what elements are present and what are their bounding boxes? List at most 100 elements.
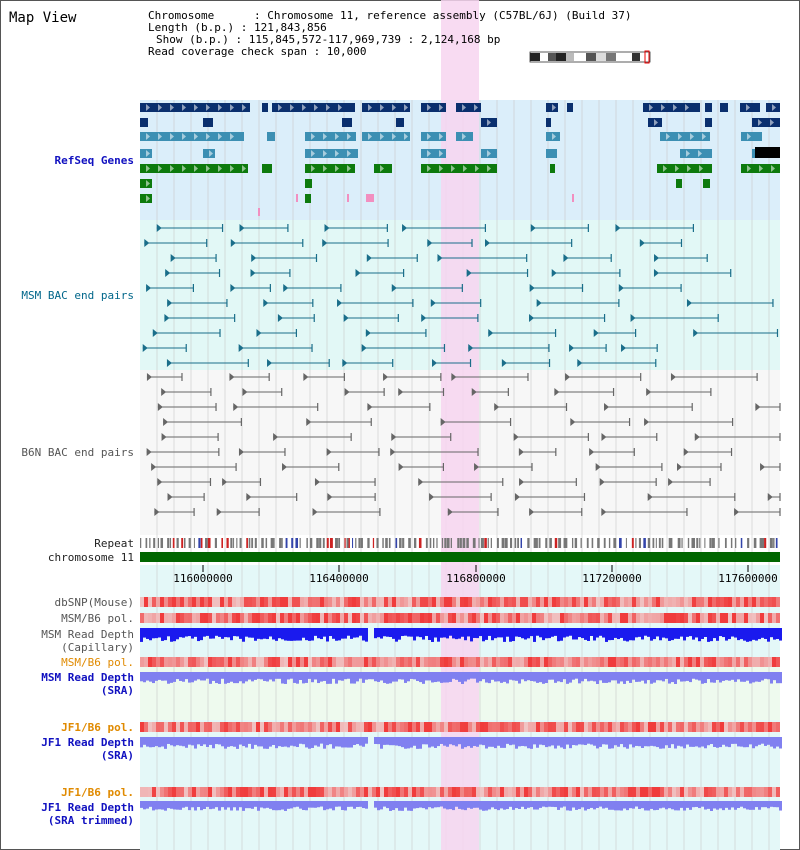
jf1-trim-depth-bar bbox=[299, 801, 302, 809]
jf1-trim-depth-bar bbox=[383, 801, 386, 807]
msm-sra-depth-bar bbox=[554, 672, 557, 683]
jf1-pol-heat bbox=[552, 722, 556, 732]
msm-pol-heat bbox=[504, 613, 508, 623]
dbsnp-heat bbox=[464, 597, 468, 607]
msm-pol-heat bbox=[656, 613, 660, 623]
jf1-pol-heat bbox=[188, 787, 192, 797]
jf1-sra-depth-bar bbox=[200, 737, 203, 746]
jf1-sra-depth-bar bbox=[674, 737, 677, 749]
track-label-b6n-bac[interactable]: B6N BAC end pairs bbox=[21, 446, 134, 459]
jf1-pol-heat bbox=[304, 787, 308, 797]
jf1-pol-heat bbox=[524, 787, 528, 797]
track-label-jf1-depth-sra-sub: (SRA) bbox=[100, 749, 134, 762]
jf1-pol-heat bbox=[432, 722, 436, 732]
jf1-pol-heat bbox=[232, 722, 236, 732]
msm-bac-pair-end bbox=[485, 239, 491, 247]
jf1-trim-depth-bar bbox=[665, 801, 668, 810]
msm-cap-depth-bar bbox=[491, 628, 494, 641]
msm-sra-depth-bar bbox=[632, 672, 635, 680]
jf1-pol-heat bbox=[184, 787, 188, 797]
jf1-pol-heat bbox=[608, 722, 612, 732]
jf1-trim-depth-bar bbox=[452, 801, 455, 811]
jf1-trim-depth-bar bbox=[293, 801, 296, 808]
msm-bac-pair-end bbox=[618, 284, 624, 292]
track-label-jf1-b6-pol-2[interactable]: JF1/B6 pol. bbox=[61, 786, 134, 799]
jf1-pol-heat bbox=[696, 787, 700, 797]
track-label-msm-bac[interactable]: MSM BAC end pairs bbox=[21, 289, 134, 302]
gene-strand-arrow bbox=[182, 165, 186, 172]
jf1-sra-depth-bar bbox=[209, 737, 212, 745]
jf1-trim-depth-bar bbox=[443, 801, 446, 809]
msm-pol-heat bbox=[772, 657, 776, 667]
repeat-element bbox=[517, 538, 519, 548]
track-label-refseq[interactable]: RefSeq Genes bbox=[54, 154, 134, 167]
repeat-element bbox=[730, 538, 733, 548]
msm-pol-heat bbox=[400, 657, 404, 667]
msm-pol-heat bbox=[216, 613, 220, 623]
jf1-trim-depth-bar bbox=[413, 801, 416, 809]
jf1-pol-heat bbox=[636, 787, 640, 797]
msm-cap-depth-bar bbox=[737, 628, 740, 641]
jf1-trim-depth-bar bbox=[275, 801, 278, 811]
jf1-pol-heat bbox=[280, 722, 284, 732]
jf1-sra-depth-bar bbox=[383, 737, 386, 745]
jf1-sra-depth-bar bbox=[698, 737, 701, 748]
msm-pol-heat bbox=[544, 657, 548, 667]
jf1-trim-depth-bar bbox=[272, 801, 275, 811]
b6n-bac-pair-end bbox=[494, 403, 500, 411]
jf1-sra-depth-bar bbox=[653, 737, 656, 747]
ideogram-band bbox=[574, 53, 586, 61]
jf1-trim-depth-bar bbox=[746, 801, 749, 810]
jf1-pol-heat bbox=[584, 722, 588, 732]
msm-cap-depth-bar bbox=[170, 628, 173, 642]
track-label-repeat[interactable]: Repeat bbox=[94, 537, 134, 550]
jf1-pol-heat bbox=[444, 722, 448, 732]
track-label-msm-depth-sra[interactable]: MSM Read Depth bbox=[41, 671, 134, 684]
msm-sra-depth-bar bbox=[152, 672, 155, 684]
dbsnp-heat bbox=[588, 597, 592, 607]
msm-sra-depth-bar bbox=[710, 672, 713, 683]
repeat-element bbox=[254, 538, 257, 548]
dbsnp-heat bbox=[596, 597, 600, 607]
msm-pol-heat bbox=[292, 657, 296, 667]
msm-pol-heat bbox=[740, 657, 744, 667]
dbsnp-heat bbox=[356, 597, 360, 607]
jf1-sra-depth-bar bbox=[344, 737, 347, 748]
track-label-jf1-b6-pol-1[interactable]: JF1/B6 pol. bbox=[61, 721, 134, 734]
jf1-trim-depth-bar bbox=[200, 801, 203, 811]
msm-bac-pair-end bbox=[230, 284, 236, 292]
track-label-jf1-depth-trim[interactable]: JF1 Read Depth bbox=[41, 801, 134, 814]
msm-sra-depth-bar bbox=[557, 672, 560, 682]
msm-pol-heat bbox=[192, 613, 196, 623]
jf1-sra-depth-bar bbox=[623, 737, 626, 748]
msm-cap-depth-bar bbox=[188, 628, 191, 637]
track-label-jf1-depth-sra[interactable]: JF1 Read Depth bbox=[41, 736, 134, 749]
track-label-msm-b6-pol-2[interactable]: MSM/B6 pol. bbox=[61, 656, 134, 669]
jf1-pol-heat bbox=[564, 787, 568, 797]
jf1-sra-depth-bar bbox=[479, 737, 482, 745]
jf1-trim-depth-bar bbox=[398, 801, 401, 811]
jf1-trim-depth-bar bbox=[374, 801, 377, 808]
track-label-dbsnp[interactable]: dbSNP(Mouse) bbox=[54, 596, 134, 609]
jf1-sra-depth-bar bbox=[581, 737, 584, 745]
msm-cap-depth-bar bbox=[608, 628, 611, 641]
track-label-msm-b6-pol-1[interactable]: MSM/B6 pol. bbox=[61, 612, 134, 625]
jf1-trim-depth-bar bbox=[539, 801, 542, 808]
jf1-sra-depth-bar bbox=[512, 737, 515, 745]
gene-strand-arrow bbox=[404, 104, 408, 111]
jf1-sra-depth-bar bbox=[764, 737, 767, 746]
jf1-trim-depth-bar bbox=[707, 801, 710, 809]
dbsnp-heat bbox=[328, 597, 332, 607]
gene-strand-arrow bbox=[290, 104, 294, 111]
msm-sra-depth-bar bbox=[293, 672, 296, 683]
msm-pol-heat bbox=[216, 657, 220, 667]
jf1-sra-depth-bar bbox=[452, 737, 455, 746]
jf1-sra-depth-bar bbox=[719, 737, 722, 748]
repeat-element bbox=[309, 538, 313, 548]
msm-pol-heat bbox=[672, 657, 676, 667]
repeat-element bbox=[352, 538, 354, 548]
jf1-trim-depth-bar bbox=[587, 801, 590, 810]
track-label-msm-depth-cap[interactable]: MSM Read Depth bbox=[41, 628, 134, 641]
repeat-element bbox=[490, 538, 492, 548]
